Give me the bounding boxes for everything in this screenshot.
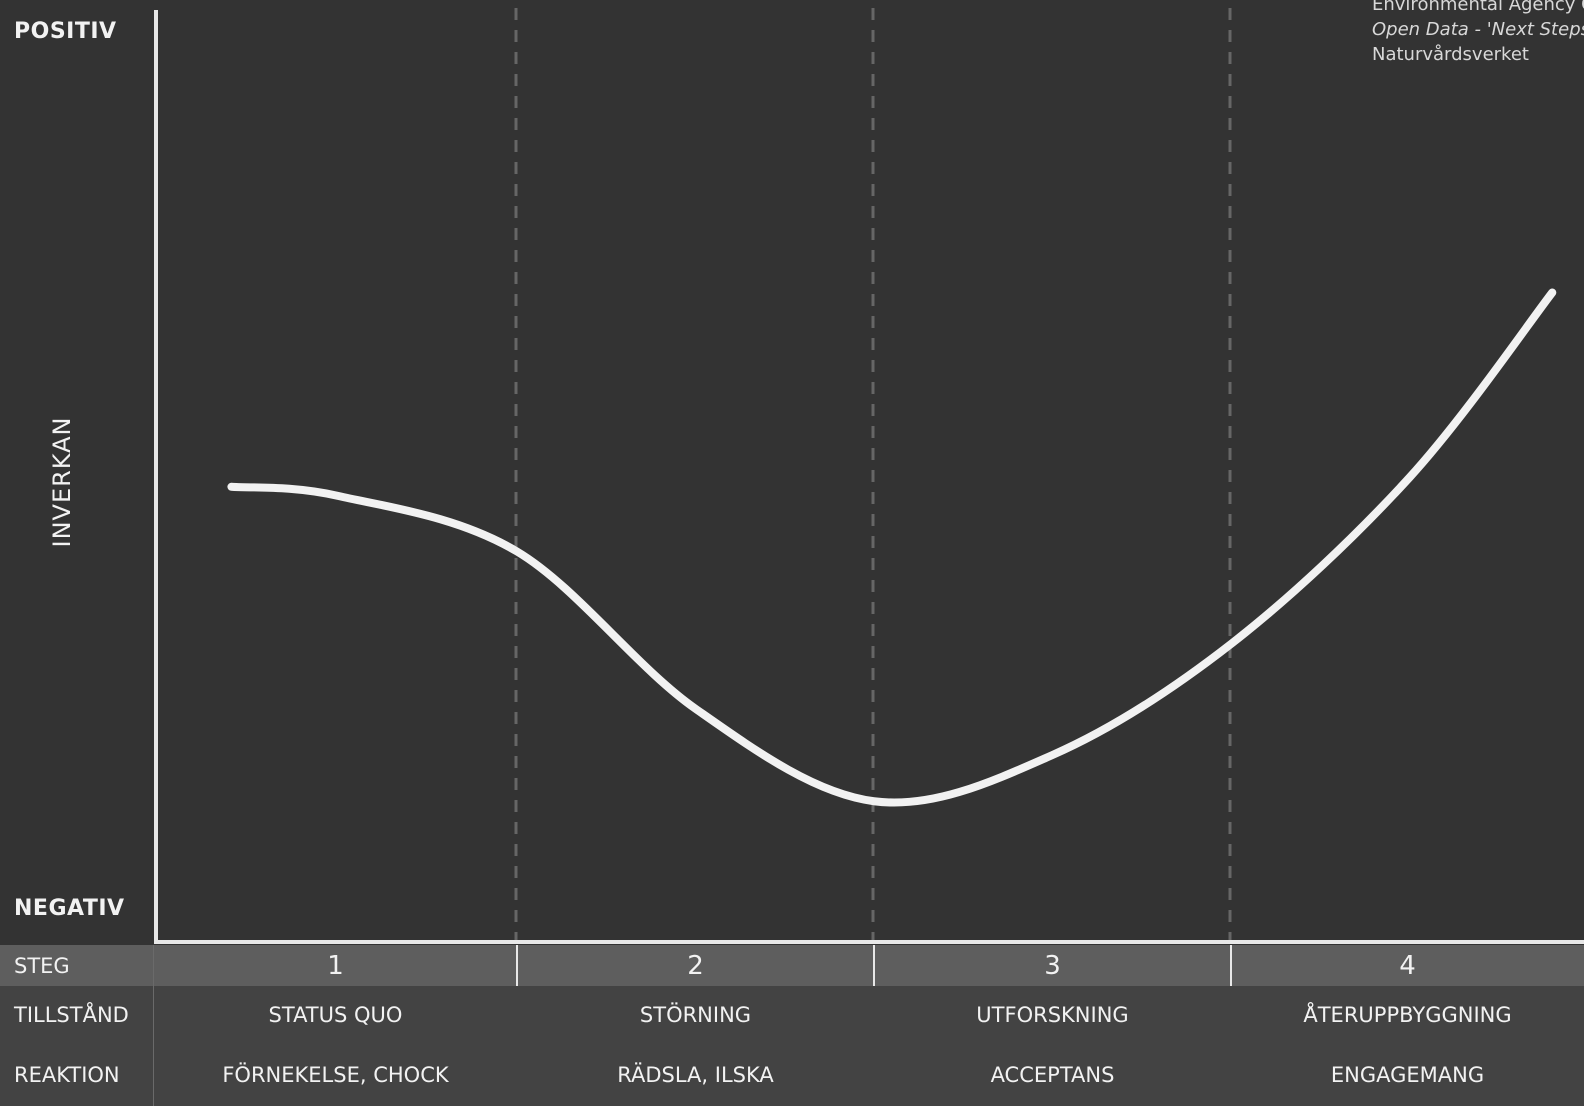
y-axis-bottom-label: NEGATIV bbox=[14, 896, 125, 921]
tillstand-cell-4: ÅTERUPPBYGGNING bbox=[1303, 1003, 1512, 1027]
reaktion-cell-3: ACCEPTANS bbox=[990, 1063, 1115, 1087]
y-axis-top-label: POSITIV bbox=[14, 19, 117, 44]
steg-cell-3: 3 bbox=[1044, 950, 1061, 981]
row-label-tillstand: TILLSTÅND bbox=[0, 986, 154, 1044]
row-reaktion: REAKTION FÖRNEKELSE, CHOCK RÄDSLA, ILSKA… bbox=[0, 1044, 1584, 1106]
tillstand-cell-1: STATUS QUO bbox=[268, 1003, 403, 1027]
credit-line-1: Environmental Agency C bbox=[1372, 0, 1584, 15]
steg-separator-2 bbox=[873, 945, 875, 986]
impact-curve bbox=[227, 288, 1557, 807]
steg-cell-4: 4 bbox=[1399, 950, 1416, 981]
reaktion-cell-2: RÄDSLA, ILSKA bbox=[617, 1063, 774, 1087]
row-label-steg: STEG bbox=[0, 945, 154, 986]
steg-cell-1: 1 bbox=[327, 950, 344, 981]
credit-line-2: Open Data - 'Next Steps' bbox=[1372, 19, 1584, 40]
steg-separator-1 bbox=[516, 945, 518, 986]
row-label-reaktion: REAKTION bbox=[0, 1044, 154, 1106]
row-steg: STEG 1 2 3 4 bbox=[0, 945, 1584, 986]
credit-line-3: Naturvårdsverket bbox=[1372, 44, 1529, 65]
reaktion-cell-1: FÖRNEKELSE, CHOCK bbox=[222, 1063, 449, 1087]
tillstand-cell-2: STÖRNING bbox=[639, 1003, 752, 1027]
steg-cell-2: 2 bbox=[687, 950, 704, 981]
reaktion-cell-4: ENGAGEMANG bbox=[1330, 1063, 1485, 1087]
tillstand-cell-3: UTFORSKNING bbox=[976, 1003, 1129, 1027]
row-tillstand: TILLSTÅND STATUS QUO STÖRNING UTFORSKNIN… bbox=[0, 986, 1584, 1044]
steg-separator-3 bbox=[1230, 945, 1232, 986]
